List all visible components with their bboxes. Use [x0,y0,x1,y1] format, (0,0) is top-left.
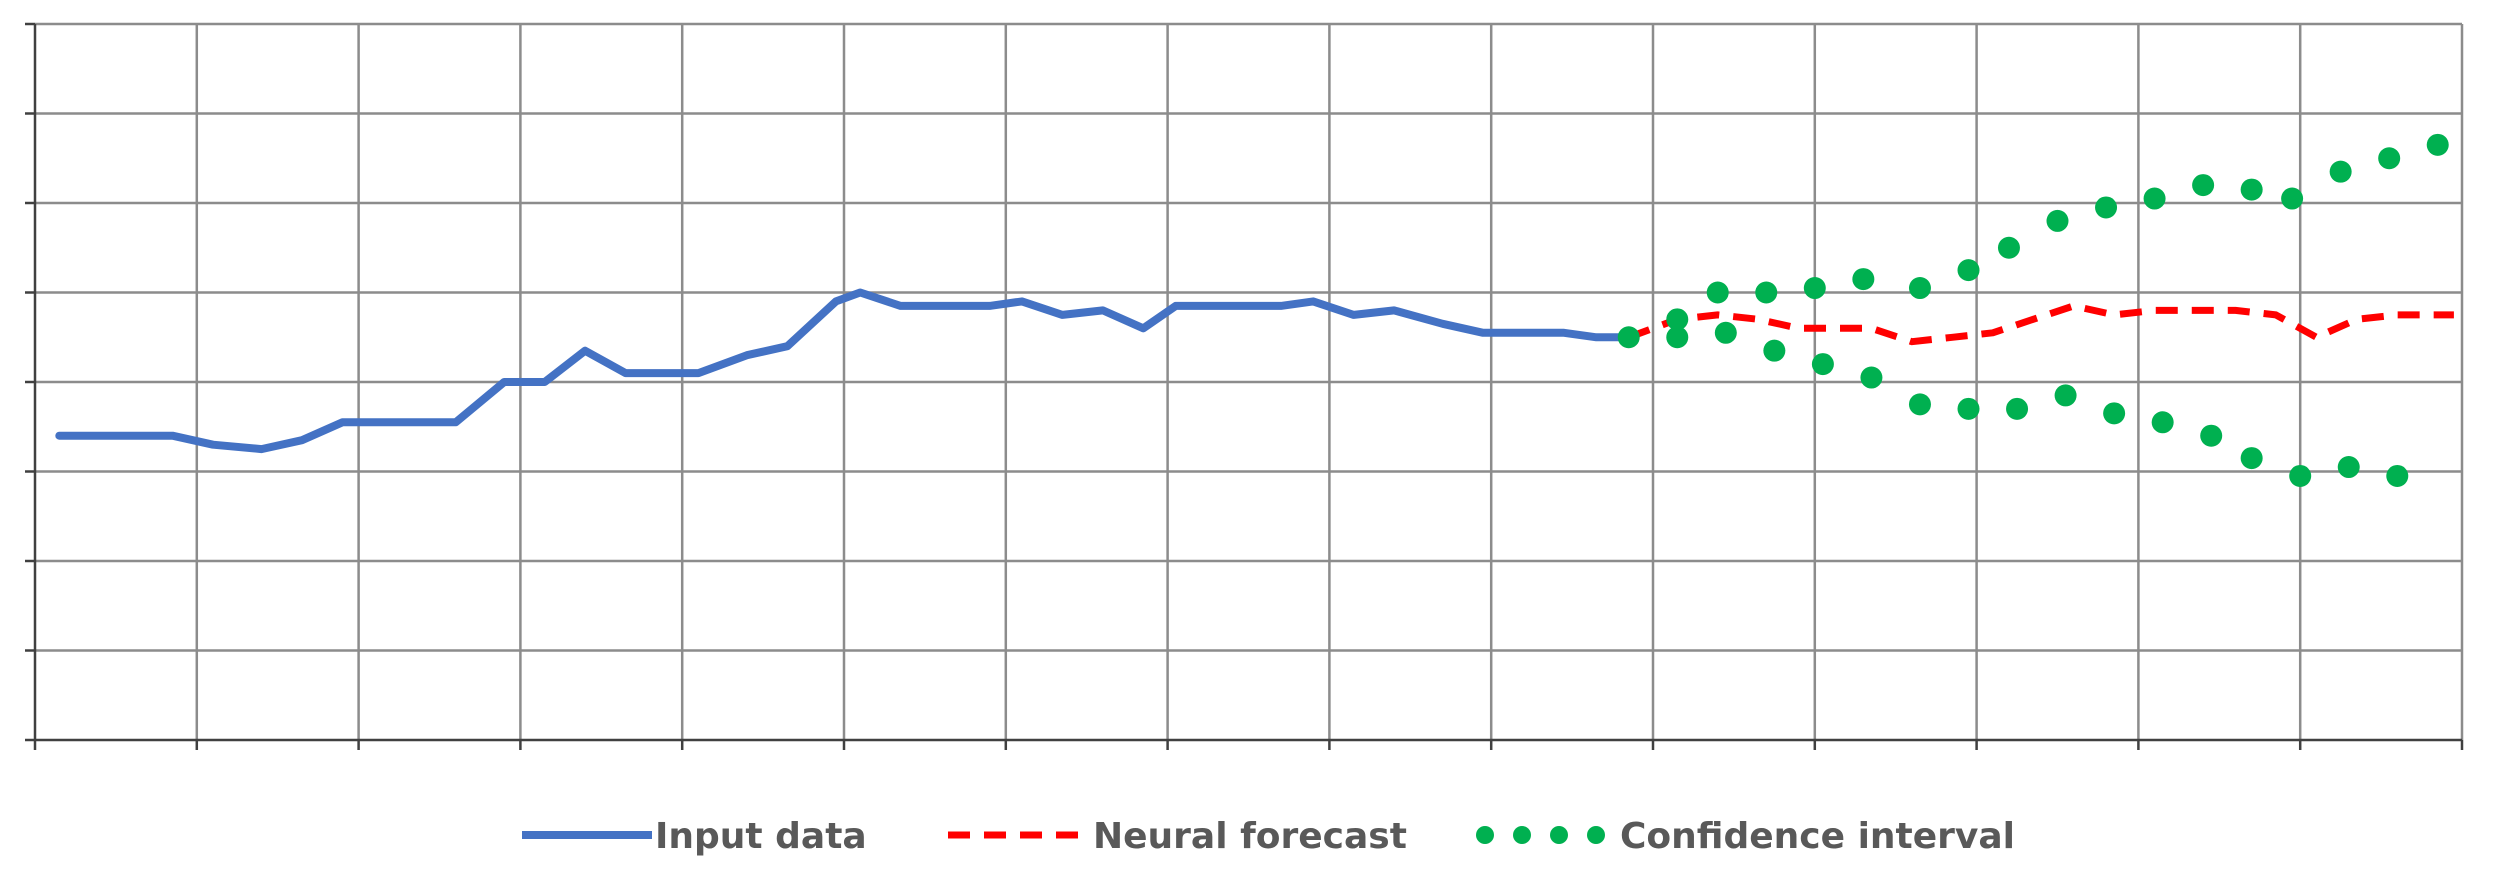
legend-swatch-confidence-interval [1476,826,1605,844]
legend-dot [1513,826,1531,844]
confidence-lower-point [1908,393,1931,416]
confidence-upper-point [1803,277,1826,300]
confidence-lower-point [1714,321,1737,344]
legend-dot [1476,826,1494,844]
legend-dot [1550,826,1568,844]
confidence-upper-point [1755,281,1778,304]
chart-series [55,133,2454,487]
chart-legend: Input data Neural forecast Confidence in… [522,816,2015,857]
confidence-lower-point [1957,397,1980,420]
series-neural-forecast-line [1627,302,2454,346]
confidence-upper-point [2143,187,2166,210]
confidence-lower-point [2240,447,2263,470]
confidence-lower-point [1860,366,1883,389]
legend-label-input-data: Input data [655,816,867,857]
confidence-upper-point [2046,209,2069,232]
confidence-upper-point [2240,178,2263,201]
confidence-lower-point [2337,456,2360,479]
confidence-lower-point [2200,424,2223,447]
confidence-upper-point [1852,268,1875,291]
confidence-lower-point [1763,339,1786,362]
series-input-data-line [55,288,1633,454]
confidence-upper-point [2426,133,2449,156]
confidence-upper-point [2378,147,2401,170]
confidence-lower-point [2054,384,2077,407]
confidence-upper-point [1908,277,1931,300]
confidence-lower-point [2151,411,2174,434]
confidence-lower-point [2386,464,2409,487]
confidence-upper-point [1997,236,2020,259]
confidence-lower-point [1811,353,1834,376]
confidence-lower-point [2006,397,2029,420]
confidence-upper-point [1666,308,1689,331]
confidence-upper-point [1617,326,1640,349]
confidence-upper-point [2095,196,2118,219]
legend-dot [1587,826,1605,844]
confidence-upper-point [2192,174,2215,197]
legend-label-confidence-interval: Confidence interval [1620,816,2015,857]
confidence-upper-point [1706,281,1729,304]
confidence-lower-point [1666,326,1689,349]
legend-label-neural-forecast: Neural forecast [1093,816,1407,857]
confidence-upper-point [2329,160,2352,183]
confidence-upper-point [1957,259,1980,282]
chart-grid [35,22,2464,740]
confidence-upper-point [2281,187,2304,210]
confidence-lower-point [2103,402,2126,425]
chart-axes [25,22,2464,750]
confidence-lower-point [2289,464,2312,487]
